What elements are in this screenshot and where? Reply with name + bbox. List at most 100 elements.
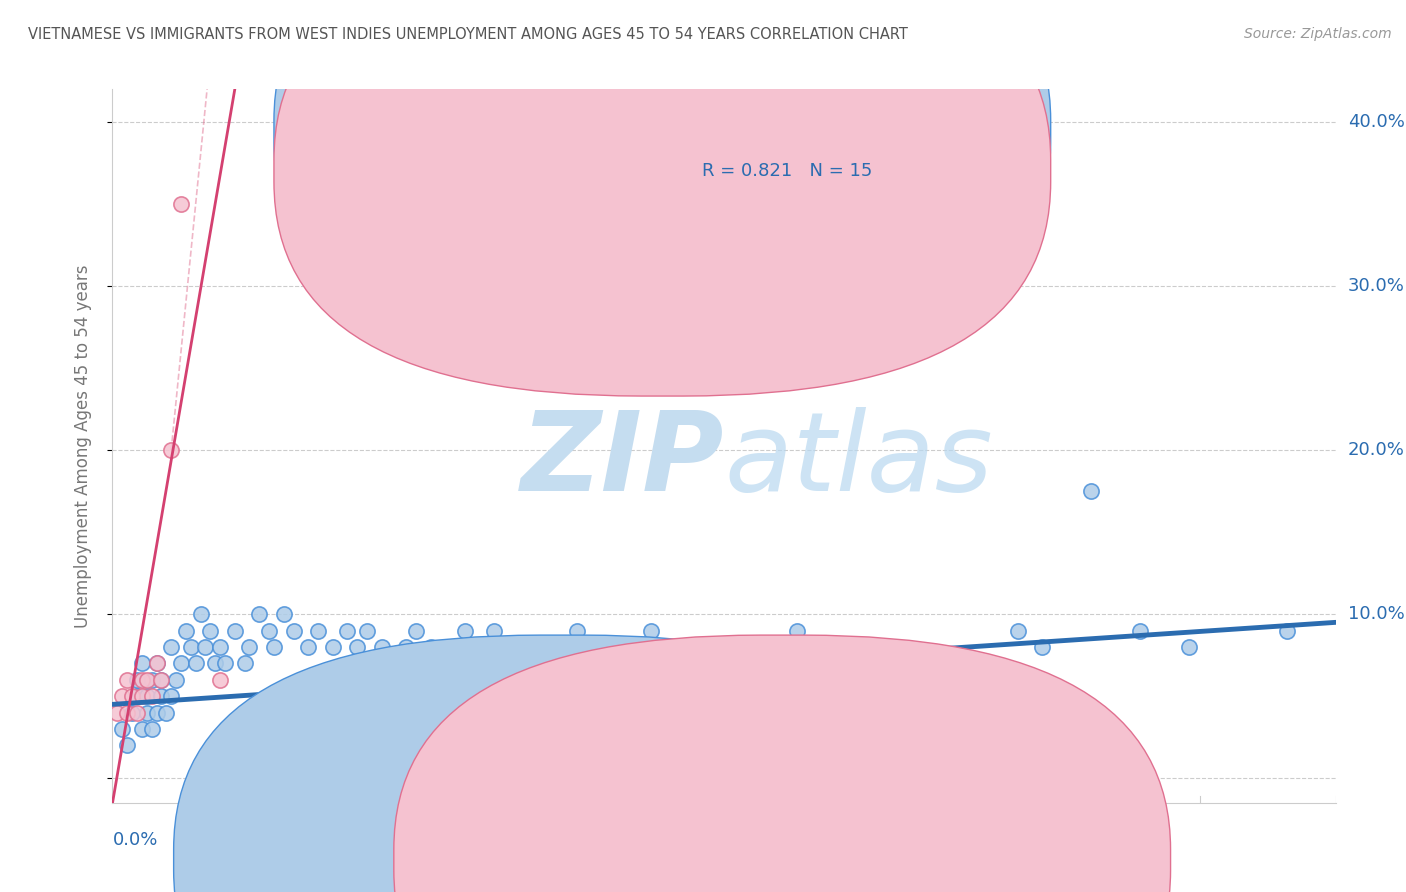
Point: [322, 640, 344, 654]
Y-axis label: Unemployment Among Ages 45 to 54 years: Unemployment Among Ages 45 to 54 years: [73, 264, 91, 628]
Point: [160, 443, 183, 458]
Point: [567, 624, 589, 638]
Point: [150, 673, 173, 687]
Point: [125, 673, 148, 687]
Text: Immigrants from West Indies: Immigrants from West Indies: [815, 851, 1056, 869]
Point: [492, 640, 515, 654]
FancyBboxPatch shape: [174, 635, 950, 892]
Point: [115, 706, 138, 720]
Text: 20.0%: 20.0%: [1348, 442, 1405, 459]
Text: Vietnamese: Vietnamese: [596, 851, 695, 869]
Point: [786, 624, 808, 638]
Text: Source: ZipAtlas.com: Source: ZipAtlas.com: [1244, 27, 1392, 41]
Point: [517, 657, 540, 671]
Point: [273, 607, 295, 622]
Point: [395, 640, 418, 654]
Point: [336, 624, 359, 638]
Point: [257, 624, 280, 638]
Text: R = 0.191   N = 69: R = 0.191 N = 69: [702, 122, 873, 140]
Point: [160, 689, 183, 703]
Point: [121, 689, 143, 703]
Point: [170, 197, 193, 211]
FancyBboxPatch shape: [394, 635, 1171, 892]
Point: [160, 640, 183, 654]
Point: [150, 689, 173, 703]
Point: [204, 657, 226, 671]
Point: [1275, 624, 1298, 638]
Point: [283, 624, 305, 638]
Point: [190, 607, 212, 622]
Point: [591, 640, 613, 654]
Point: [454, 624, 477, 638]
Point: [141, 689, 163, 703]
Point: [131, 673, 153, 687]
Point: [884, 640, 907, 654]
Text: 0.0%: 0.0%: [112, 831, 157, 849]
Text: atlas: atlas: [724, 407, 993, 514]
Point: [482, 624, 505, 638]
FancyBboxPatch shape: [274, 0, 1050, 357]
Text: ZIP: ZIP: [520, 407, 724, 514]
Point: [356, 624, 378, 638]
Point: [224, 624, 246, 638]
Point: [1129, 624, 1152, 638]
Text: R = 0.821   N = 15: R = 0.821 N = 15: [702, 161, 873, 179]
Point: [155, 706, 177, 720]
Point: [141, 722, 163, 736]
Point: [297, 640, 319, 654]
Point: [247, 607, 270, 622]
Point: [209, 673, 232, 687]
Point: [468, 640, 491, 654]
Point: [737, 640, 759, 654]
FancyBboxPatch shape: [614, 103, 945, 211]
Point: [131, 722, 153, 736]
Point: [405, 624, 427, 638]
Point: [209, 640, 232, 654]
Point: [145, 706, 167, 720]
Text: 40.0%: 40.0%: [1348, 113, 1405, 131]
Point: [263, 640, 285, 654]
Point: [194, 640, 217, 654]
Point: [307, 624, 329, 638]
Point: [434, 657, 457, 671]
Point: [1178, 640, 1201, 654]
Point: [115, 673, 138, 687]
Point: [135, 689, 157, 703]
FancyBboxPatch shape: [274, 0, 1050, 396]
Point: [444, 640, 467, 654]
Point: [145, 657, 167, 671]
Point: [233, 657, 256, 671]
Point: [689, 657, 711, 671]
Point: [121, 706, 143, 720]
Point: [125, 689, 148, 703]
Point: [541, 640, 564, 654]
Point: [640, 624, 662, 638]
Point: [150, 673, 173, 687]
Point: [111, 722, 134, 736]
Text: 10.0%: 10.0%: [1348, 605, 1405, 624]
Point: [174, 624, 197, 638]
Point: [125, 706, 148, 720]
Point: [419, 640, 441, 654]
Point: [214, 657, 236, 671]
Point: [1031, 640, 1053, 654]
Text: VIETNAMESE VS IMMIGRANTS FROM WEST INDIES UNEMPLOYMENT AMONG AGES 45 TO 54 YEARS: VIETNAMESE VS IMMIGRANTS FROM WEST INDIE…: [28, 27, 908, 42]
Point: [111, 689, 134, 703]
Point: [135, 706, 157, 720]
Point: [1007, 624, 1029, 638]
Point: [105, 706, 128, 720]
Point: [238, 640, 260, 654]
Point: [165, 673, 187, 687]
Point: [1080, 484, 1102, 499]
Point: [184, 657, 207, 671]
Point: [346, 640, 368, 654]
Point: [370, 640, 392, 654]
Point: [385, 657, 408, 671]
Point: [115, 739, 138, 753]
Point: [131, 657, 153, 671]
Point: [131, 689, 153, 703]
Point: [141, 673, 163, 687]
Point: [170, 657, 193, 671]
Point: [180, 640, 202, 654]
Point: [145, 657, 167, 671]
